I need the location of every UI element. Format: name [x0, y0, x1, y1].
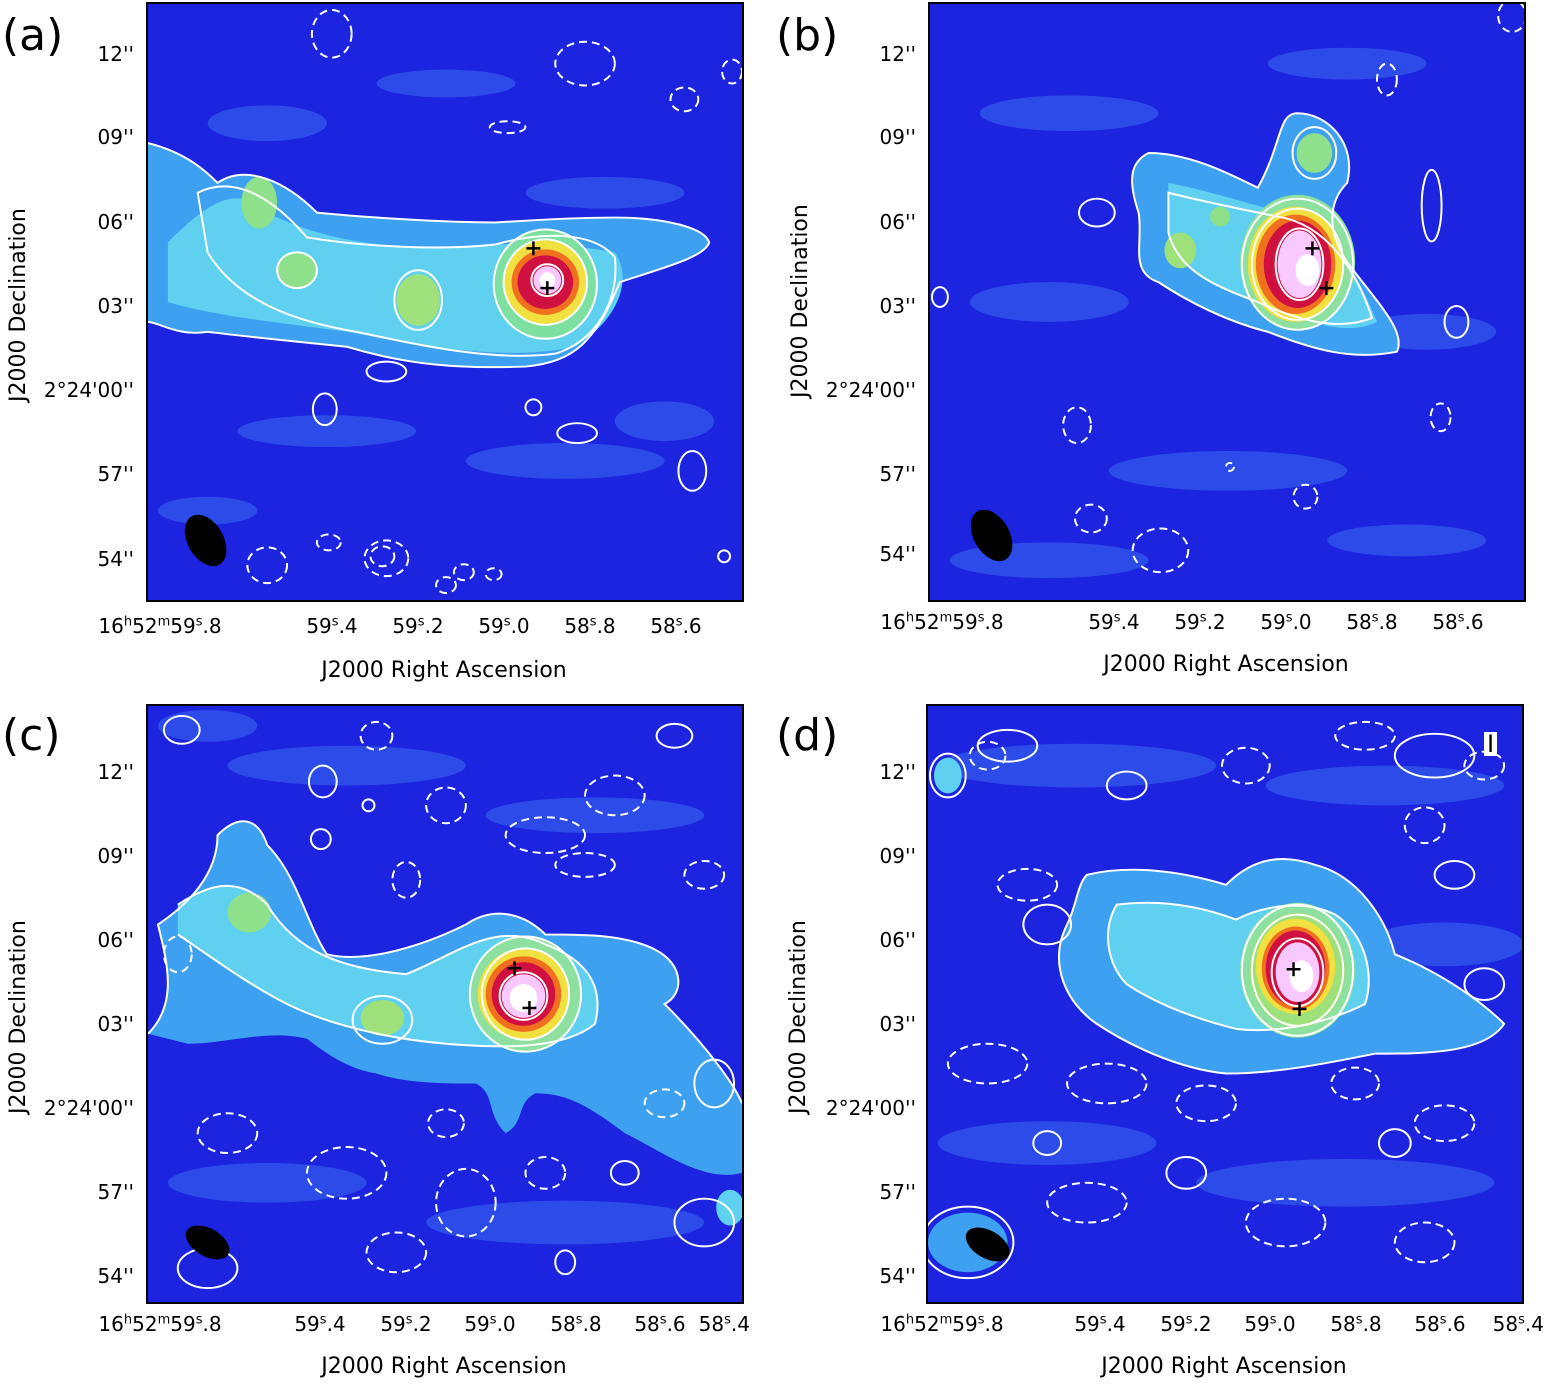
y-tick: 2°24'00'' [825, 378, 916, 402]
y-tick: 06'' [879, 928, 916, 952]
y-tick: 54'' [879, 1264, 916, 1288]
y-tick: 2°24'00'' [43, 1096, 134, 1120]
x-tick: 59s.0 [464, 1312, 516, 1336]
beam-ellipse [184, 514, 227, 567]
y-axis-label: J2000 Declination [786, 920, 811, 1114]
stokes-label: I [1484, 732, 1498, 756]
map-svg [930, 4, 1524, 600]
beam-ellipse [970, 509, 1013, 562]
y-tick: 03'' [97, 294, 134, 318]
x-tick: 59s.2 [1174, 610, 1226, 634]
y-axis-label: J2000 Declination [6, 208, 31, 402]
y-tick: 06'' [879, 210, 916, 234]
x-tick: 59s.4 [294, 1312, 346, 1336]
y-tick: 54'' [879, 542, 916, 566]
y-tick: 2°24'00'' [43, 378, 134, 402]
x-tick: 58s.6 [1414, 1312, 1466, 1336]
x-tick: 59s.0 [1260, 610, 1312, 634]
y-tick: 12'' [97, 42, 134, 66]
x-tick: 58s.4 [698, 1312, 750, 1336]
y-tick: 03'' [879, 294, 916, 318]
x-tick: 59s.0 [478, 614, 530, 638]
y-tick: 12'' [97, 760, 134, 784]
y-tick: 57'' [97, 462, 134, 486]
map-svg [148, 4, 742, 600]
x-axis-label: J2000 Right Ascension [1103, 652, 1349, 677]
y-tick: 12'' [879, 760, 916, 784]
x-tick: 16h52m59s.8 [880, 1312, 1004, 1336]
x-tick: 58s.8 [1330, 1312, 1382, 1336]
y-tick: 06'' [97, 210, 134, 234]
panel-label: (d) [776, 710, 839, 761]
map-image [926, 704, 1524, 1304]
y-tick: 54'' [97, 547, 134, 571]
x-tick: 58s.4 [1492, 1312, 1544, 1336]
x-tick: 58s.6 [1432, 610, 1484, 634]
x-tick: 59s.2 [392, 614, 444, 638]
y-tick: 12'' [879, 42, 916, 66]
x-tick: 59s.0 [1244, 1312, 1296, 1336]
panel-label: (a) [2, 10, 64, 61]
map-svg [148, 706, 742, 1302]
x-axis-label: J2000 Right Ascension [1101, 1354, 1347, 1379]
panel-label: (c) [2, 710, 61, 761]
y-tick: 09'' [97, 125, 134, 149]
x-tick: 59s.4 [1088, 610, 1140, 634]
map-image [928, 2, 1526, 602]
y-tick: 03'' [97, 1012, 134, 1036]
y-tick: 09'' [879, 844, 916, 868]
x-tick: 59s.2 [1160, 1312, 1212, 1336]
x-tick: 59s.4 [306, 614, 358, 638]
panel-label: (b) [776, 10, 839, 61]
x-tick: 16h52m59s.8 [98, 614, 222, 638]
y-axis-label: J2000 Declination [788, 204, 813, 398]
x-tick: 16h52m59s.8 [880, 610, 1004, 634]
x-tick: 58s.8 [550, 1312, 602, 1336]
x-axis-label: J2000 Right Ascension [321, 1354, 567, 1379]
y-tick: 54'' [97, 1264, 134, 1288]
map-image [146, 2, 744, 602]
beam-ellipse [185, 1225, 230, 1260]
y-tick: 03'' [879, 1012, 916, 1036]
y-tick: 09'' [97, 844, 134, 868]
y-tick: 57'' [97, 1180, 134, 1204]
x-tick: 58s.6 [650, 614, 702, 638]
y-tick: 2°24'00'' [825, 1096, 916, 1120]
x-tick: 58s.8 [1346, 610, 1398, 634]
x-tick: 58s.6 [634, 1312, 686, 1336]
x-axis-label: J2000 Right Ascension [321, 658, 567, 683]
y-tick: 57'' [879, 462, 916, 486]
x-tick: 16h52m59s.8 [98, 1312, 222, 1336]
x-tick: 58s.8 [564, 614, 616, 638]
x-tick: 59s.2 [380, 1312, 432, 1336]
map-svg [928, 706, 1522, 1302]
y-tick: 06'' [97, 928, 134, 952]
y-axis-label: J2000 Declination [6, 920, 31, 1114]
beam-ellipse [965, 1227, 1010, 1262]
y-tick: 09'' [879, 125, 916, 149]
map-image [146, 704, 744, 1304]
y-tick: 57'' [879, 1180, 916, 1204]
x-tick: 59s.4 [1074, 1312, 1126, 1336]
